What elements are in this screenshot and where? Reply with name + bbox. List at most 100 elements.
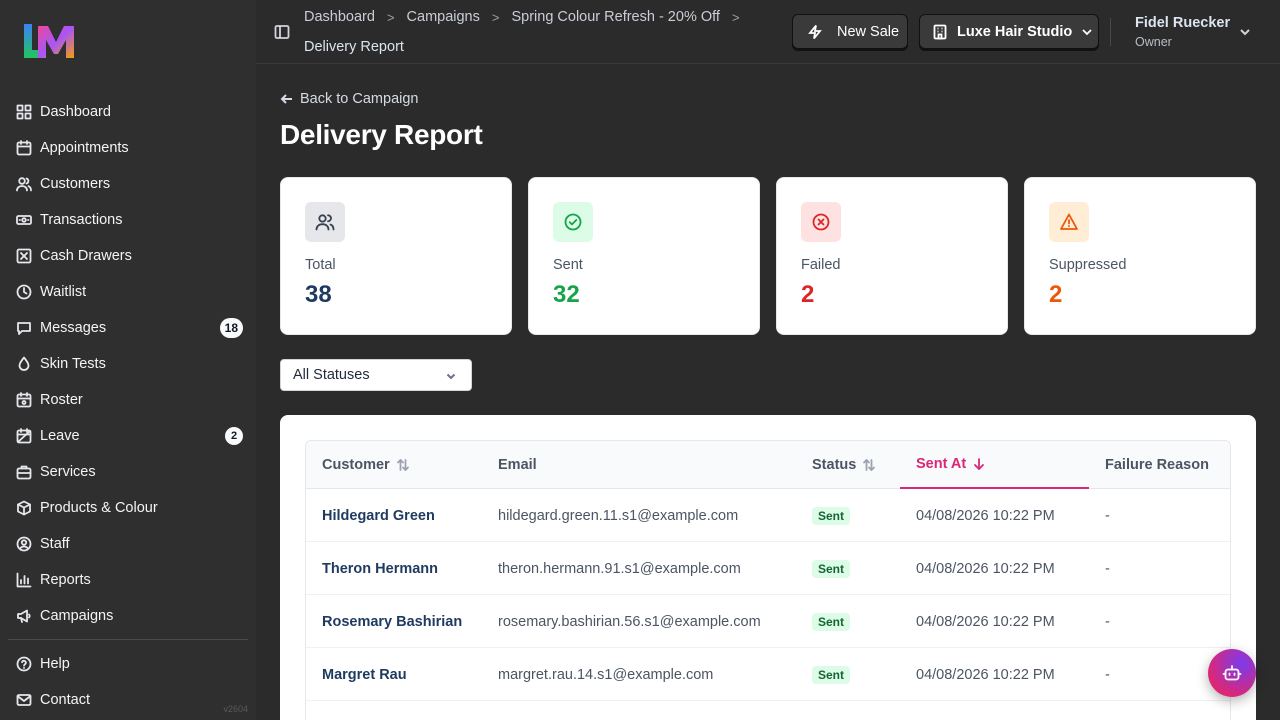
breadcrumb-campaigns[interactable]: Campaigns [406, 9, 480, 25]
sidebar-item-campaigns[interactable]: Campaigns [8, 598, 248, 634]
user-menu[interactable]: Fidel Ruecker Owner [1135, 15, 1230, 49]
breadcrumb-separator-icon: > [731, 10, 740, 25]
breadcrumb-separator-icon: > [386, 10, 395, 25]
sidebar-item-label: Products & Colour [40, 500, 158, 516]
stat-value: 32 [553, 281, 580, 308]
user-menu-chevron-icon[interactable] [1238, 25, 1252, 39]
main-content: Back to Campaign Delivery Report Total 3… [256, 65, 1280, 720]
sidebar-item-label: Cash Drawers [40, 248, 132, 264]
arrow-down-icon [974, 458, 985, 470]
sidebar-item-label: Staff [40, 536, 70, 552]
sidebar-item-cash-drawers[interactable]: Cash Drawers [8, 238, 248, 274]
column-header-sent-at[interactable]: Sent At [900, 441, 1089, 489]
sidebar-item-label: Help [40, 656, 70, 672]
sidebar-item-reports[interactable]: Reports [8, 562, 248, 598]
message-icon [16, 320, 32, 336]
customer-link[interactable]: Theron Hermann [322, 560, 439, 577]
email-cell: hildegard.green.11.s1@example.com [498, 507, 739, 524]
table-header: Customer Email Status Sent At Failure Re… [306, 441, 1230, 489]
sidebar-item-dashboard[interactable]: Dashboard [8, 94, 248, 130]
sent-at-cell: 04/08/2026 10:22 PM [916, 666, 1055, 683]
sidebar-item-waitlist[interactable]: Waitlist [8, 274, 248, 310]
stat-label: Suppressed [1049, 257, 1127, 273]
table-row: Margret Rau margret.rau.14.s1@example.co… [306, 648, 1230, 701]
lm-logo[interactable] [22, 22, 76, 60]
sidebar-item-roster[interactable]: Roster [8, 382, 248, 418]
grid-icon [16, 104, 32, 120]
studio-label: Luxe Hair Studio [957, 23, 1073, 40]
back-label: Back to Campaign [300, 91, 419, 107]
studio-selector[interactable]: Luxe Hair Studio [919, 14, 1099, 49]
alert-triangle-icon [1049, 202, 1089, 242]
customer-link[interactable]: Margret Rau [322, 666, 407, 683]
email-cell: margret.rau.14.s1@example.com [498, 666, 714, 683]
droplet-icon [16, 356, 32, 372]
sidebar-item-services[interactable]: Services [8, 454, 248, 490]
sidebar-item-label: Appointments [40, 140, 129, 156]
x-circle-icon [801, 202, 841, 242]
breadcrumb-campaign[interactable]: Spring Colour Refresh - 20% Off [511, 9, 720, 25]
sort-icon [863, 459, 876, 471]
delivery-table-card: Customer Email Status Sent At Failure Re… [280, 415, 1256, 720]
sidebar-item-staff[interactable]: Staff [8, 526, 248, 562]
sidebar-item-label: Messages [40, 320, 107, 336]
table-row: Hildegard Green hildegard.green.11.s1@ex… [306, 489, 1230, 542]
sidebar-item-skin-tests[interactable]: Skin Tests [8, 346, 248, 382]
topbar: Dashboard > Campaigns > Spring Colour Re… [256, 0, 1280, 64]
customer-link[interactable]: Rosemary Bashirian [322, 613, 463, 630]
users-icon [16, 176, 32, 192]
stat-card-failed: Failed 2 [776, 177, 1008, 335]
sidebar-item-label: Leave [40, 428, 80, 444]
sent-at-cell: 04/08/2026 10:22 PM [916, 507, 1055, 524]
status-filter-select[interactable]: All Statuses [280, 359, 472, 391]
sidebar-item-contact[interactable]: Contact [8, 682, 248, 718]
sidebar-item-customers[interactable]: Customers [8, 166, 248, 202]
column-header-customer[interactable]: Customer [322, 441, 410, 489]
sidebar-item-label: Contact [40, 692, 90, 708]
column-header-label: Status [812, 457, 857, 473]
failure-reason-cell: - [1105, 613, 1110, 630]
user-role: Owner [1135, 35, 1172, 49]
breadcrumb-dashboard[interactable]: Dashboard [304, 9, 375, 25]
sidebar-item-products-colour[interactable]: Products & Colour [8, 490, 248, 526]
chevron-down-icon [1082, 28, 1092, 35]
ai-assistant-button[interactable] [1208, 649, 1256, 697]
sidebar-item-label: Waitlist [40, 284, 87, 300]
mail-icon [16, 692, 32, 708]
breadcrumb-current: Delivery Report [304, 39, 404, 55]
status-cell: Sent [812, 542, 851, 595]
page-title: Delivery Report [280, 119, 483, 150]
clock-icon [16, 284, 32, 300]
new-sale-button[interactable]: New Sale [792, 14, 908, 49]
calendar-off-icon [16, 428, 32, 444]
sent-at-cell: 04/08/2026 10:22 PM [916, 560, 1055, 577]
building-icon [933, 24, 947, 39]
sidebar-item-appointments[interactable]: Appointments [8, 130, 248, 166]
users-icon [305, 202, 345, 242]
column-header-status[interactable]: Status [812, 441, 876, 489]
status-cell: Sent [812, 595, 851, 648]
sidebar-toggle-icon[interactable] [274, 24, 290, 40]
column-header-label: Email [498, 457, 537, 473]
column-header-failure-reason: Failure Reason [1105, 441, 1209, 489]
calendar-icon [16, 140, 32, 156]
sort-icon [396, 459, 409, 471]
sidebar-item-help[interactable]: Help [8, 646, 248, 682]
sidebar-item-leave[interactable]: Leave 2 [8, 418, 248, 454]
stat-label: Failed [801, 257, 841, 273]
bar-chart-icon [16, 572, 32, 588]
sidebar-item-messages[interactable]: Messages 18 [8, 310, 248, 346]
help-circle-icon [16, 656, 32, 672]
user-circle-icon [16, 536, 32, 552]
column-header-label: Failure Reason [1105, 457, 1209, 473]
sidebar-item-label: Services [40, 464, 96, 480]
sidebar-item-transactions[interactable]: Transactions [8, 202, 248, 238]
status-badge: Sent [812, 506, 851, 525]
breadcrumb-separator-icon: > [491, 10, 500, 25]
customer-link[interactable]: Hildegard Green [322, 507, 435, 524]
stat-label: Total [305, 257, 336, 273]
back-to-campaign-link[interactable]: Back to Campaign [280, 91, 418, 107]
stat-value: 2 [801, 281, 815, 308]
user-name: Fidel Ruecker [1135, 15, 1231, 31]
sidebar-divider [8, 639, 248, 640]
